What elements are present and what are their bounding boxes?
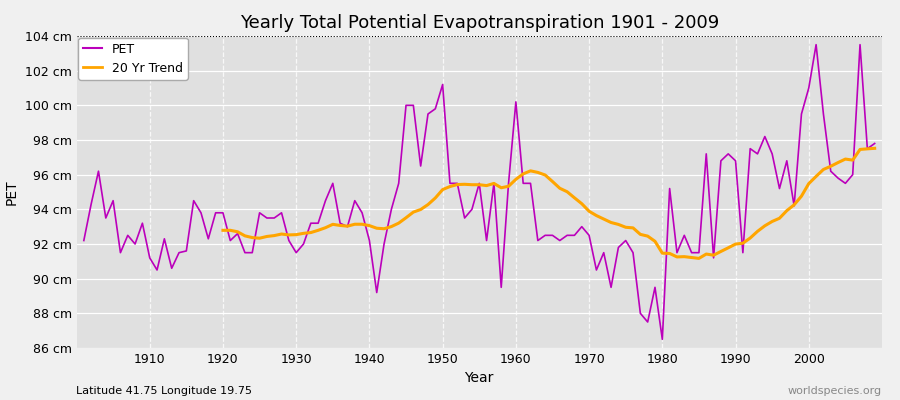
Legend: PET, 20 Yr Trend: PET, 20 Yr Trend xyxy=(78,38,188,80)
X-axis label: Year: Year xyxy=(464,372,494,386)
Text: Latitude 41.75 Longitude 19.75: Latitude 41.75 Longitude 19.75 xyxy=(76,386,253,396)
Title: Yearly Total Potential Evapotranspiration 1901 - 2009: Yearly Total Potential Evapotranspiratio… xyxy=(239,14,719,32)
Text: worldspecies.org: worldspecies.org xyxy=(788,386,882,396)
Y-axis label: PET: PET xyxy=(5,179,19,205)
